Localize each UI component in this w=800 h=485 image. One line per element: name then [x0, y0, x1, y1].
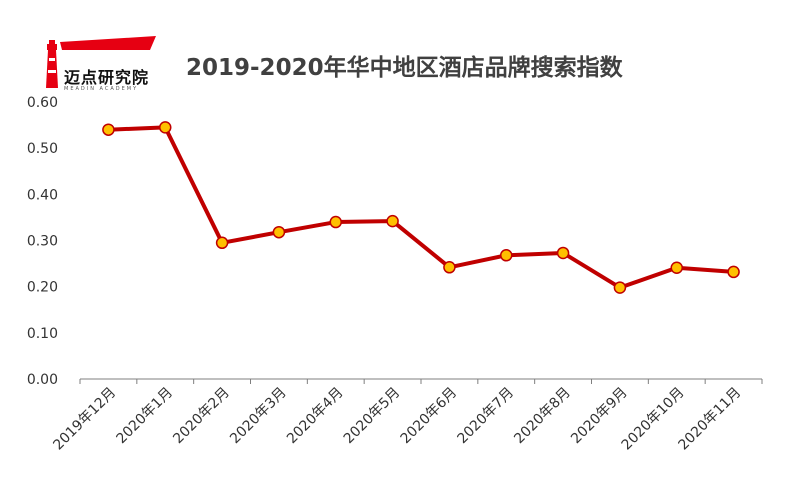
data-point[interactable] — [670, 261, 683, 274]
y-tick-label: 0.20 — [27, 280, 58, 296]
data-point[interactable] — [272, 225, 286, 239]
y-tick-label: 0.60 — [27, 95, 58, 111]
data-point[interactable] — [329, 215, 342, 229]
y-tick-label: 0.30 — [27, 234, 58, 250]
x-axis-labels: 2019年12月2020年1月2020年2月2020年3月2020年4月2020… — [50, 385, 744, 454]
logo-swoosh — [60, 36, 156, 50]
y-tick-label: 0.00 — [27, 372, 58, 388]
data-point[interactable] — [500, 249, 513, 262]
x-tick-label: 2020年2月 — [170, 385, 233, 448]
data-point[interactable] — [386, 214, 399, 228]
data-point[interactable] — [443, 261, 456, 274]
data-point[interactable] — [159, 121, 172, 134]
data-point[interactable] — [727, 265, 740, 279]
series-line — [108, 125, 734, 290]
logo-graphic — [46, 36, 156, 88]
x-tick-label: 2019年12月 — [50, 385, 119, 454]
data-point[interactable] — [102, 123, 115, 136]
chart-title: 2019-2020年华中地区酒店品牌搜索指数 — [186, 55, 623, 81]
x-axis-ticks — [79, 379, 763, 384]
logo-text: 迈点研究院 — [64, 68, 150, 87]
series-markers — [102, 121, 740, 294]
x-tick-label: 2020年3月 — [227, 385, 290, 448]
x-tick-label: 2020年8月 — [511, 385, 574, 448]
x-tick-label: 2020年7月 — [454, 385, 517, 448]
y-axis-labels: 0.00 0.10 0.20 0.30 0.40 0.50 0.60 — [27, 95, 58, 388]
data-point[interactable] — [613, 281, 627, 294]
x-tick-label: 2020年1月 — [113, 385, 176, 448]
x-tick-label: 2020年4月 — [284, 385, 347, 448]
x-tick-label: 2020年9月 — [568, 385, 631, 448]
data-point[interactable] — [556, 246, 570, 260]
y-tick-label: 0.50 — [27, 141, 58, 157]
x-tick-label: 2020年6月 — [398, 385, 461, 448]
y-tick-label: 0.10 — [27, 326, 58, 342]
y-tick-label: 0.40 — [27, 187, 58, 203]
data-point[interactable] — [215, 236, 229, 250]
x-tick-label: 2020年5月 — [341, 385, 404, 448]
logo-subtext: MEADIN ACADEMY — [64, 86, 139, 92]
